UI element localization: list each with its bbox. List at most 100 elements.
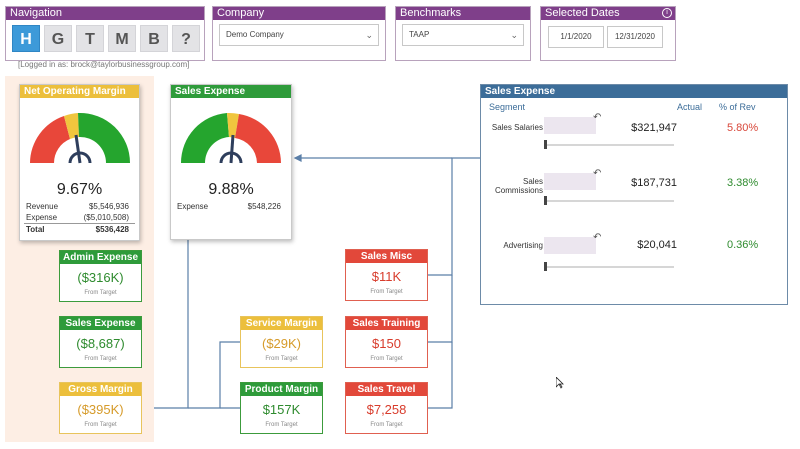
divider [24,223,135,224]
nom-expense-label: Expense [26,213,58,222]
benchmarks-dropdown[interactable]: TAAP ⌄ [402,24,524,46]
sales-travel-card[interactable]: Sales Travel $7,258 From Target [345,382,428,434]
service-margin-sub: From Target [265,356,298,362]
end-date-input[interactable]: 12/31/2020 [607,26,663,48]
reset-icon[interactable]: ↶ [593,112,602,123]
gross-margin-title: Gross Margin [60,383,141,396]
info-icon[interactable]: i [662,8,672,18]
segment-header: Segment [489,102,526,112]
service-margin-value: ($29K) [261,336,302,351]
sales-training-value: $150 [372,336,401,351]
sales-training-sub: From Target [370,356,403,362]
net-operating-margin-card[interactable]: Net Operating Margin 9.67% Revenue $5,54… [19,84,140,241]
sales-travel-title: Sales Travel [346,383,427,396]
nom-revenue-value: $5,546,936 [88,202,129,211]
sales-expense-kpi-card[interactable]: Sales Expense ($8,687) From Target [59,316,142,368]
product-margin-card[interactable]: Product Margin $157K From Target [240,382,323,434]
company-slicer: Company Demo Company ⌄ [212,6,386,61]
benchmarks-title: Benchmarks [396,7,530,20]
nav-t-button[interactable]: T [76,25,104,52]
segment-input-bar[interactable] [544,117,596,134]
pct-advertising: 0.36% [727,239,759,251]
actual-sales-salaries: $321,947 [631,122,677,134]
nav-help-button[interactable]: ? [172,25,200,52]
segment-sales-commissions-line2: Commissions [494,186,543,195]
sales-misc-card[interactable]: Sales Misc $11K From Target [345,249,428,301]
nom-total-value: $536,428 [95,225,129,234]
product-margin-title: Product Margin [241,383,322,396]
dates-slicer: Selected Dates i 1/1/2020 12/31/2020 [540,6,676,61]
nom-total-label: Total [26,225,45,234]
nav-g-button[interactable]: G [44,25,72,52]
nom-percent: 9.67% [56,181,103,198]
admin-expense-card[interactable]: Admin Expense ($316K) From Target [59,250,142,302]
sales-misc-title: Sales Misc [346,250,427,263]
admin-expense-value: ($316K) [77,270,124,285]
slider-track [544,266,674,268]
sales-training-title: Sales Training [346,317,427,330]
benchmarks-value: TAAP [409,30,430,39]
nav-b-button[interactable]: B [140,25,168,52]
sales-travel-sub: From Target [370,422,403,428]
slider-track [544,200,674,202]
nom-gauge [30,112,131,164]
pct-sales-commissions: 3.38% [727,177,759,189]
sales-expense-gauge [180,112,281,164]
slider-handle[interactable] [544,140,547,149]
start-date-input[interactable]: 1/1/2020 [548,26,604,48]
product-margin-value: $157K [262,402,301,417]
chevron-down-icon: ⌄ [365,30,373,40]
gross-margin-card[interactable]: Gross Margin ($395K) From Target [59,382,142,434]
navigation-title: Navigation [6,7,204,20]
sales-expense-kpi-value: ($8,687) [76,336,125,351]
nom-revenue-label: Revenue [26,202,59,211]
sales-expense-table: Sales Expense Segment Actual % of Rev Sa… [480,84,788,305]
slider-handle[interactable] [544,196,547,205]
product-margin-sub: From Target [265,422,298,428]
segment-input-bar[interactable] [544,237,596,254]
segment-sales-commissions-line1: Sales [522,177,543,186]
logged-in-text: [Logged in as: brock@taylorbusinessgroup… [18,60,190,69]
service-margin-card[interactable]: Service Margin ($29K) From Target [240,316,323,368]
reset-icon[interactable]: ↶ [593,232,602,243]
segment-input-bar[interactable] [544,173,596,190]
company-value: Demo Company [226,30,284,39]
pct-sales-salaries: 5.80% [727,122,759,134]
company-title: Company [213,7,385,20]
gross-margin-value: ($395K) [77,402,124,417]
sales-misc-value: $11K [371,269,402,284]
benchmarks-slicer: Benchmarks TAAP ⌄ [395,6,531,61]
sales-travel-value: $7,258 [366,402,407,417]
pct-header: % of Rev [719,102,756,112]
sales-expense-gauge-title: Sales Expense [171,85,291,98]
mouse-cursor-icon [556,377,564,389]
segment-advertising: Advertising [503,241,543,250]
net-operating-margin-title: Net Operating Margin [20,85,139,98]
reset-icon[interactable]: ↶ [593,168,602,179]
sales-expense-label: Expense [177,202,209,211]
sales-expense-percent: 9.88% [208,181,254,198]
sales-table-title: Sales Expense [481,85,787,98]
company-dropdown[interactable]: Demo Company ⌄ [219,24,379,46]
dates-title: Selected Dates [541,7,675,20]
actual-advertising: $20,041 [637,239,677,251]
service-margin-title: Service Margin [241,317,322,330]
actual-header: Actual [677,102,703,112]
gross-margin-sub: From Target [84,422,117,428]
nav-m-button[interactable]: M [108,25,136,52]
actual-sales-commissions: $187,731 [631,177,677,189]
sales-expense-kpi-sub: From Target [84,356,117,362]
nom-expense-value: ($5,010,508) [83,213,129,222]
chevron-down-icon: ⌄ [510,30,518,40]
sales-training-card[interactable]: Sales Training $150 From Target [345,316,428,368]
slider-handle[interactable] [544,262,547,271]
sales-expense-value: $548,226 [247,202,281,211]
slider-track [544,144,674,146]
sales-expense-gauge-card[interactable]: Sales Expense 9.88% Expense $548,226 [170,84,292,240]
sales-misc-sub: From Target [370,289,403,295]
nav-home-button[interactable]: H [12,25,40,52]
navigation-panel: Navigation H G T M B ? [5,6,205,61]
sales-expense-kpi-title: Sales Expense [60,317,141,330]
admin-expense-sub: From Target [84,290,117,296]
